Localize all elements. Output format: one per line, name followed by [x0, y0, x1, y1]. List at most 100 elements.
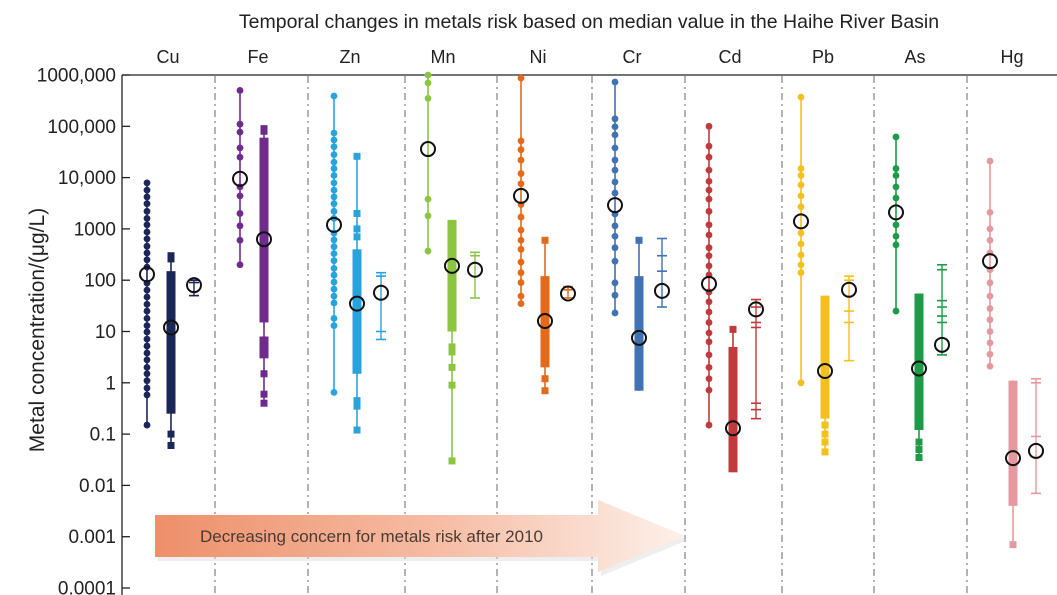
- chart-title: Temporal changes in metals risk based on…: [239, 11, 939, 33]
- mn-bar-square: [448, 348, 456, 356]
- mn-whisker-median-marker: [467, 261, 483, 278]
- zn-dot: [330, 278, 338, 286]
- data-marks: [139, 71, 1044, 549]
- fe-dot: [236, 87, 244, 94]
- cr-dot: [611, 232, 619, 240]
- mn-bars-median-marker: [444, 257, 460, 274]
- hg-dot: [986, 208, 994, 216]
- pb-dot: [797, 240, 805, 248]
- fe-dot: [236, 222, 244, 230]
- zn-bar-square: [353, 225, 361, 233]
- zn-dot: [330, 151, 338, 159]
- cd-dot: [705, 386, 713, 394]
- cu-dot: [143, 391, 151, 399]
- y-tick-label: 100: [84, 271, 116, 292]
- cu-bar-band: [166, 271, 176, 414]
- cd-dot: [705, 142, 713, 150]
- pb-dot: [797, 93, 805, 101]
- cr-dots-median-marker: [607, 197, 623, 214]
- as-bar-square: [915, 446, 923, 454]
- cd-dot: [705, 122, 713, 130]
- ni-dot: [517, 156, 525, 164]
- as-dot: [892, 172, 900, 179]
- cu-dot: [143, 200, 151, 208]
- cd-dots-median-marker: [701, 275, 717, 292]
- zn-dot: [330, 165, 338, 172]
- pb-bar-square: [821, 430, 829, 438]
- cu-dot: [143, 293, 151, 301]
- cu-dot: [143, 193, 151, 201]
- cu-dot: [143, 349, 151, 357]
- hg-dot: [986, 350, 994, 358]
- hg-dot: [986, 305, 994, 312]
- pb-dot: [797, 172, 805, 179]
- y-axis-label: Metal concentration/(μg/L): [26, 208, 49, 452]
- cu-dot: [143, 215, 151, 222]
- cd-dot: [705, 153, 713, 161]
- cd-dot: [705, 244, 713, 252]
- cu-dot: [143, 335, 151, 343]
- cd-bars-median-marker: [725, 420, 741, 437]
- zn-bar-square: [353, 426, 361, 434]
- pb-bar-square: [821, 421, 829, 429]
- mn-dot: [424, 247, 432, 255]
- metal-label-zn: Zn: [339, 47, 360, 67]
- cr-bar-band: [634, 276, 644, 391]
- cd-dot: [705, 363, 713, 371]
- mn-dot: [424, 212, 432, 220]
- hg-whisker-median-marker: [1028, 442, 1044, 459]
- as-dot: [892, 232, 900, 240]
- metal-separators: [214, 76, 968, 595]
- zn-dots-median-marker: [326, 216, 342, 233]
- cr-dot: [611, 115, 619, 123]
- y-tick-label: 0.001: [68, 527, 116, 548]
- ni-dot: [517, 300, 525, 307]
- cr-dot: [611, 144, 619, 152]
- pb-dot: [797, 203, 805, 211]
- hg-dots-median-marker: [982, 253, 998, 270]
- mn-dot: [424, 71, 432, 79]
- zn-dot: [330, 129, 338, 137]
- as-bar-square: [915, 438, 923, 446]
- cu-dot: [143, 186, 151, 194]
- fe-dot: [236, 192, 244, 200]
- cu-dot: [143, 235, 151, 243]
- zn-dot: [330, 285, 338, 293]
- cr-dot: [611, 291, 619, 299]
- cu-dot: [143, 207, 151, 215]
- zn-dot: [330, 200, 338, 208]
- metal-label-mn: Mn: [430, 47, 455, 67]
- zn-dot: [330, 388, 338, 396]
- cd-dot: [705, 329, 713, 337]
- zn-dot: [330, 158, 338, 166]
- y-tick-label: 1000,000: [37, 66, 116, 87]
- hg-dot: [986, 279, 994, 287]
- annotation-arrow-shape: [155, 500, 685, 572]
- zn-dot: [330, 193, 338, 201]
- fe-bars-median-marker: [256, 231, 272, 248]
- as-dot: [892, 194, 900, 202]
- metal-group-cd: [701, 122, 764, 473]
- zn-dot: [330, 264, 338, 272]
- ni-dot: [517, 236, 525, 244]
- cu-dot: [143, 286, 151, 294]
- cr-dot: [611, 244, 619, 252]
- y-tick-label: 10: [95, 322, 116, 343]
- y-axis-ticks: 1000,000 100,000 10,000 1000 100 10 1 0.1 0.01 0.…: [37, 66, 130, 595]
- hg-dot: [986, 328, 994, 335]
- zn-dot: [330, 243, 338, 251]
- cd-dot: [705, 166, 713, 174]
- zn-dot: [330, 292, 338, 300]
- cd-dot: [705, 351, 713, 359]
- metal-label-fe: Fe: [247, 47, 268, 67]
- metal-group-mn: [420, 71, 483, 465]
- zn-dot: [330, 299, 338, 307]
- cr-dot: [611, 131, 619, 139]
- cu-dot: [143, 315, 151, 322]
- cd-dot: [705, 338, 713, 346]
- cu-dot: [143, 322, 151, 330]
- metal-labels: Cu Fe Zn Mn Ni Cr Cd Pb As Hg: [156, 47, 1023, 67]
- cu-dot: [143, 370, 151, 378]
- annotation-text: Decreasing concern for metals risk after…: [200, 527, 543, 546]
